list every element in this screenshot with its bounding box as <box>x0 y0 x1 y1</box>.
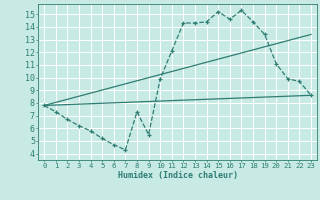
X-axis label: Humidex (Indice chaleur): Humidex (Indice chaleur) <box>118 171 238 180</box>
